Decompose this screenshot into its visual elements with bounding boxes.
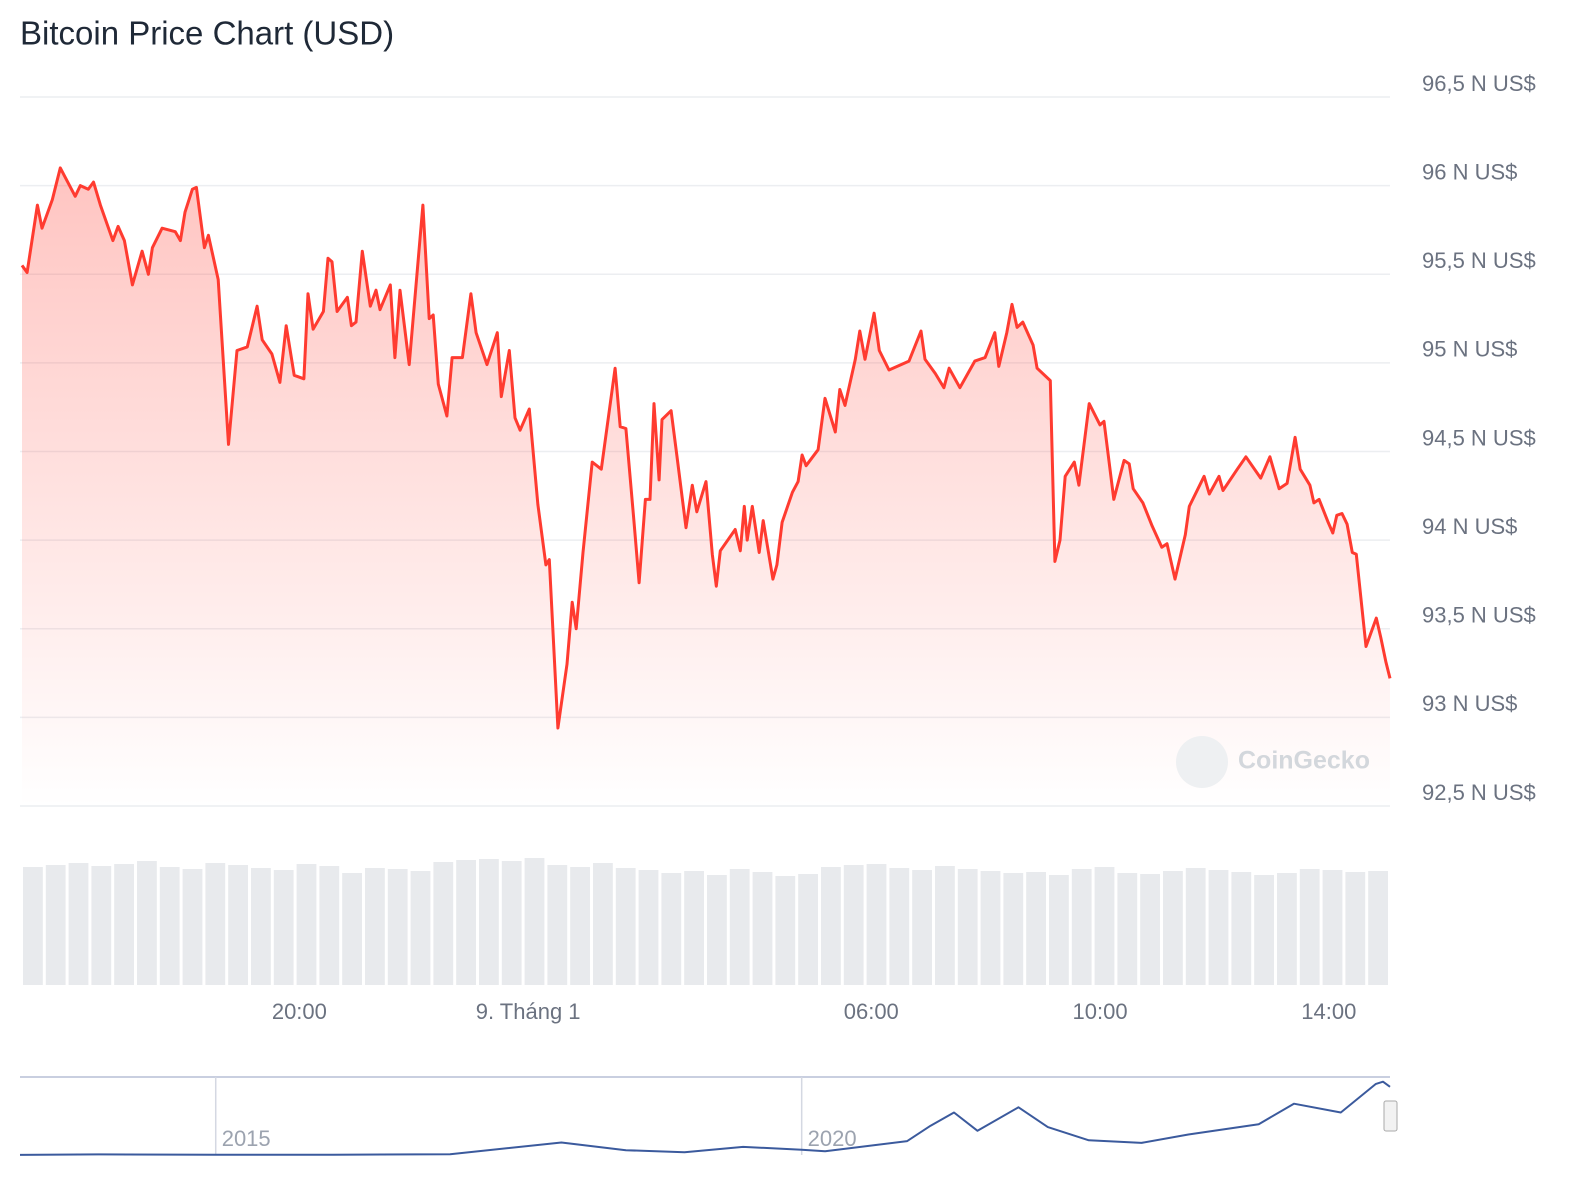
volume-bar	[707, 875, 727, 985]
x-tick-label: 10:00	[1073, 999, 1128, 1024]
volume-bar	[1140, 874, 1160, 985]
volume-bar	[547, 865, 568, 985]
volume-bar	[935, 866, 955, 985]
volume-bar	[342, 873, 362, 985]
volume-bar	[1208, 870, 1229, 985]
volume-bar	[91, 866, 112, 985]
y-tick-label: 94,5 N US$	[1422, 425, 1536, 450]
line	[20, 166, 1392, 730]
volume-bar	[821, 867, 841, 985]
volume-bar	[1254, 875, 1274, 985]
volume	[23, 858, 1388, 985]
x-tick-label: 9. Tháng 1	[476, 999, 581, 1024]
volume-bar	[1231, 872, 1252, 985]
volume-bar	[23, 867, 43, 985]
x-tick-label: 2015	[222, 1126, 271, 1151]
volume-bar	[479, 859, 499, 985]
volume-bar	[912, 870, 932, 985]
plot	[20, 166, 1392, 806]
volume-bar	[137, 861, 157, 985]
volume-bar	[228, 865, 248, 985]
volume-bar	[843, 865, 864, 985]
y-tick-label: 93 N US$	[1422, 691, 1517, 716]
volume-bar	[114, 864, 134, 985]
volume-bar	[1368, 871, 1388, 985]
volume-bar	[661, 873, 682, 985]
volume-bar	[410, 871, 431, 985]
watermark-logo	[1176, 736, 1228, 788]
y-tick-label: 95 N US$	[1422, 337, 1517, 362]
volume-bar	[615, 868, 636, 985]
navigator-handle[interactable]	[1383, 1100, 1398, 1132]
volume-bar	[1322, 870, 1343, 985]
volume-bar	[251, 868, 271, 985]
x-tick-label: 06:00	[844, 999, 899, 1024]
navigator: 2015 2020	[19, 1077, 1391, 1156]
volume-bar	[775, 876, 796, 985]
x-tick-label: 14:00	[1301, 999, 1356, 1024]
line	[19, 1080, 1391, 1156]
y-tick-label: 96 N US$	[1422, 159, 1517, 184]
volume-bar	[182, 869, 203, 985]
volume-bar	[1277, 873, 1297, 985]
volume-bar	[1299, 869, 1320, 985]
volume-bar	[729, 869, 750, 985]
chart-title: Bitcoin Price Chart (USD)	[20, 15, 394, 52]
volume-bar	[1026, 872, 1046, 985]
y-tick-label: 96,5 N US$	[1422, 71, 1536, 96]
volume-bar	[319, 866, 340, 985]
volume-bar	[456, 860, 476, 985]
volume-bar	[866, 864, 887, 985]
volume-bar	[387, 869, 408, 985]
volume-bar	[1003, 873, 1024, 985]
watermark: CoinGecko	[1238, 747, 1370, 775]
volume-bar	[638, 870, 659, 985]
volume-bar	[957, 869, 978, 985]
volume-bar	[159, 867, 180, 985]
volume-bar	[1094, 867, 1115, 985]
volume-bar	[1185, 868, 1206, 985]
volume-bar	[296, 864, 317, 985]
volume-bar	[1345, 872, 1366, 985]
y-tick-label: 95,5 N US$	[1422, 248, 1536, 273]
volume-bar	[1163, 871, 1183, 985]
volume-bar	[798, 874, 818, 985]
x-tick-label: 2020	[808, 1126, 857, 1151]
volume-bar	[1049, 875, 1069, 985]
volume-bar	[45, 865, 66, 985]
volume-bar	[1071, 869, 1092, 985]
y-tick-label: 93,5 N US$	[1422, 603, 1536, 628]
volume-bar	[570, 867, 590, 985]
volume-bar	[980, 871, 1001, 985]
volume-bar	[752, 872, 773, 985]
volume-bar	[684, 871, 704, 985]
volume-bar	[501, 861, 522, 985]
volume-bar	[205, 863, 226, 985]
x-tick-label: 20:00	[272, 999, 327, 1024]
volume-bar	[524, 858, 545, 985]
volume-bar	[593, 863, 613, 985]
volume-bar	[273, 870, 294, 985]
y-tick-label: 92,5 N US$	[1422, 780, 1536, 805]
volume-bar	[433, 862, 454, 985]
volume-bar	[365, 868, 385, 985]
volume-bar	[889, 868, 910, 985]
y-tick-label: 94 N US$	[1422, 514, 1517, 539]
volume-bar	[1117, 873, 1138, 985]
volume-bar	[68, 863, 89, 985]
